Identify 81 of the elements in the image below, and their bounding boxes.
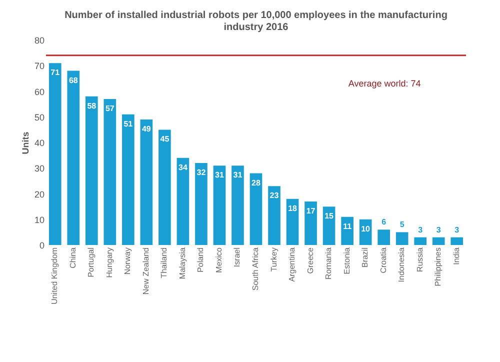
y-tick-label: 10	[34, 214, 44, 225]
x-tick-label: Russia	[415, 246, 424, 272]
x-tick-label: Argentina	[288, 246, 297, 282]
bar	[85, 96, 98, 245]
bar	[396, 232, 408, 245]
bar	[378, 230, 390, 245]
x-tick-label: India	[452, 246, 461, 265]
x-tick-label: Poland	[196, 248, 206, 272]
bar	[48, 63, 62, 245]
bar	[213, 166, 226, 245]
bar	[250, 173, 262, 245]
data-label: 6	[382, 218, 387, 227]
data-label: 5	[400, 220, 405, 230]
data-label: 51	[124, 119, 134, 128]
x-tick-label: Hungary	[104, 248, 114, 278]
text: industry 2016	[224, 22, 288, 33]
x-tick-label: New Zealand	[141, 248, 150, 295]
bar	[195, 163, 208, 245]
x-tick-label: Thailand	[160, 248, 169, 278]
bar	[322, 206, 336, 245]
x-tick-label: Brazil	[360, 247, 370, 268]
x-tick-label: South Africa	[251, 246, 260, 291]
data-label: 57	[105, 104, 115, 113]
data-label: 10	[361, 224, 371, 234]
bar	[414, 237, 427, 245]
data-label: 18	[288, 204, 298, 213]
data-label: 58	[87, 101, 97, 110]
bar	[122, 114, 134, 245]
y-tick-label: 20	[34, 189, 44, 200]
bar	[450, 237, 464, 245]
text: Number of installed industrial robots per 10,000 employees in the manufacturing	[64, 10, 448, 21]
data-label: 3	[454, 225, 460, 234]
bar	[158, 130, 171, 245]
x-tick-label: Israel	[232, 247, 242, 268]
bar	[67, 70, 80, 245]
y-tick-label: 60	[34, 86, 44, 97]
data-label: 68	[68, 76, 78, 85]
data-label: 34	[178, 162, 188, 172]
x-tick-label: Norway	[123, 248, 132, 275]
bar	[341, 216, 354, 245]
data-label: 11	[343, 222, 352, 231]
bar	[304, 201, 317, 245]
x-tick-label: Portugal	[86, 247, 96, 278]
x-tick-label: Philippines	[434, 248, 443, 286]
y-tick-label: 0	[39, 240, 44, 250]
x-tick-label: Turkey	[269, 248, 278, 272]
data-label: 31	[215, 170, 224, 180]
data-label: 49	[142, 124, 152, 134]
data-label: 31	[233, 170, 243, 180]
y-tick-label: 50	[34, 112, 44, 122]
data-label: 3	[418, 225, 424, 234]
data-label: 71	[50, 68, 60, 78]
x-tick-label: Romania	[324, 246, 334, 280]
data-label: 3	[436, 225, 442, 234]
data-label: 17	[306, 206, 316, 216]
x-tick-label: Croatia	[378, 246, 388, 274]
x-tick-label: Indonesia	[397, 246, 406, 282]
bar	[176, 158, 190, 245]
y-tick-label: 80	[34, 36, 44, 46]
x-tick-label: Mexico	[214, 246, 224, 273]
x-tick-label: Greece	[306, 246, 315, 274]
bar	[104, 98, 116, 245]
data-label: 15	[324, 212, 334, 221]
y-tick-label: 40	[34, 138, 44, 148]
bar	[268, 186, 280, 245]
x-tick-label: Estonia	[342, 246, 352, 274]
bar	[140, 119, 153, 245]
x-tick-label: China	[68, 246, 78, 268]
ref-line-label: Average world: 74	[348, 78, 421, 88]
y-tick-label: 70	[34, 61, 44, 72]
data-label: 23	[270, 191, 280, 200]
data-label: 28	[252, 178, 261, 188]
x-tick-label: Malaysia	[178, 246, 187, 280]
x-tick-label: United Kingdom	[50, 247, 60, 304]
y-tick-label: 30	[34, 164, 44, 174]
y-axis-title: Units	[20, 132, 30, 154]
bar	[286, 198, 299, 245]
data-label: 45	[160, 134, 170, 144]
bar	[232, 166, 244, 245]
bar	[432, 237, 445, 245]
data-label: 32	[196, 168, 206, 177]
